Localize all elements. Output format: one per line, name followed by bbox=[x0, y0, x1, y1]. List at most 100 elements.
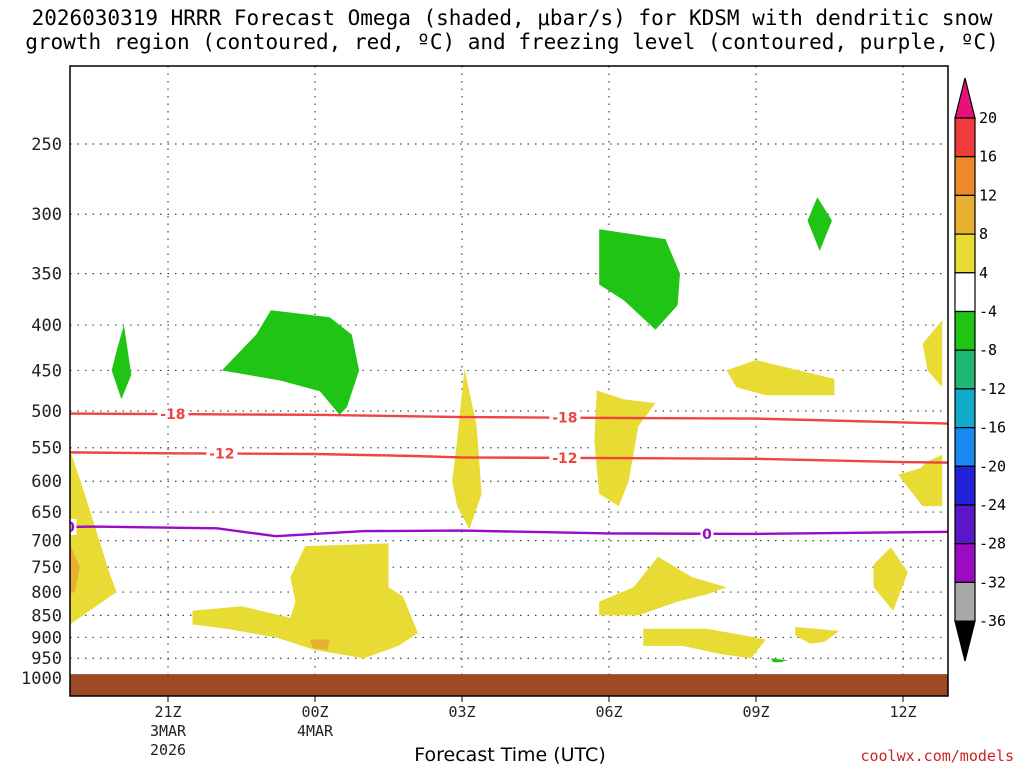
omega-region-11 bbox=[795, 627, 840, 644]
omega-region-4 bbox=[310, 639, 330, 650]
y-tick-label-400: 400 bbox=[31, 316, 62, 336]
colorbar-segment-12 bbox=[954, 543, 976, 584]
omega-region-12 bbox=[898, 454, 943, 507]
omega-region-3 bbox=[192, 543, 418, 659]
contour-label-bg-1-0 bbox=[157, 406, 189, 423]
x-tick-label-00Z: 00Z bbox=[301, 703, 328, 721]
colorbar-label-8: -16 bbox=[979, 419, 1006, 437]
contour-line-1 bbox=[70, 412, 948, 425]
ground-layer bbox=[70, 674, 948, 696]
omega-region-15 bbox=[221, 310, 360, 415]
colorbar-label-7: -12 bbox=[979, 380, 1006, 398]
y-tick-label-700: 700 bbox=[31, 532, 62, 552]
colorbar-label-6: -8 bbox=[979, 341, 997, 359]
ground-fill bbox=[70, 674, 948, 696]
y-tick-label-800: 800 bbox=[31, 583, 62, 603]
omega-region-8 bbox=[643, 628, 766, 659]
contour-label-bg-2-0 bbox=[206, 445, 238, 462]
y-tick-label-600: 600 bbox=[31, 472, 62, 492]
colorbar-segment-11 bbox=[954, 504, 976, 545]
colorbar-label-2: 12 bbox=[979, 186, 997, 204]
colorbar-top-arrow bbox=[954, 77, 976, 119]
colorbar-label-11: -28 bbox=[979, 535, 1006, 553]
y-tick-label-550: 550 bbox=[31, 439, 62, 459]
colorbar-segment-8 bbox=[954, 388, 976, 429]
contour-label-1-0: -18 bbox=[160, 407, 185, 423]
x-tick-date-21Z: 3MAR bbox=[150, 722, 187, 740]
colorbar-label-1: 16 bbox=[979, 148, 997, 166]
omega-region-1 bbox=[70, 449, 117, 625]
y-tick-label-650: 650 bbox=[31, 503, 62, 523]
omega-region-14 bbox=[111, 325, 132, 400]
colorbar: 20 16 12 8 4 -4 -8 -12 -16 -20 -24 -28 -32 -36 bbox=[954, 77, 1006, 662]
colorbar-label-10: -24 bbox=[979, 496, 1006, 514]
y-tick-label-300: 300 bbox=[31, 205, 62, 225]
colorbar-label-9: -20 bbox=[979, 457, 1006, 475]
colorbar-label-0: 20 bbox=[979, 109, 997, 127]
omega-region-10 bbox=[873, 547, 908, 611]
colorbar-bottom-arrow bbox=[954, 620, 976, 662]
colorbar-segment-5 bbox=[954, 272, 976, 313]
contour-label-bg-1-1 bbox=[549, 409, 581, 426]
x-tick-label-09Z: 09Z bbox=[742, 703, 769, 721]
colorbar-segment-4 bbox=[954, 233, 976, 274]
colorbar-segment-1 bbox=[954, 117, 976, 158]
contour-label-3-0: 0 bbox=[65, 520, 75, 536]
omega-region-16 bbox=[599, 229, 680, 330]
contour-label-bg-3-1 bbox=[700, 525, 714, 542]
y-tick-label-450: 450 bbox=[31, 361, 62, 381]
y-tick-label-250: 250 bbox=[31, 135, 62, 155]
y-tick-label-750: 750 bbox=[31, 558, 62, 578]
omega-region-9 bbox=[726, 360, 835, 396]
credit-link[interactable]: coolwx.com/models bbox=[860, 747, 1014, 765]
x-tick-year-21Z: 2026 bbox=[150, 741, 186, 759]
omega-region-18 bbox=[770, 658, 788, 663]
colorbar-segment-7 bbox=[954, 349, 976, 390]
y-tick-label-350: 350 bbox=[31, 265, 62, 285]
contour-lines: -18 -18 -12 -12 0 0 bbox=[65, 406, 948, 543]
x-tick-label-12Z: 12Z bbox=[889, 703, 916, 721]
y-tick-label-950: 950 bbox=[31, 649, 62, 669]
contour-label-1-1: -18 bbox=[552, 411, 577, 427]
colorbar-segment-6 bbox=[954, 310, 976, 351]
contour-label-bg-3-0 bbox=[70, 518, 77, 535]
x-tick-date-00Z: 4MAR bbox=[297, 722, 334, 740]
plot-frame bbox=[69, 65, 949, 697]
colorbar-label-4: 4 bbox=[979, 264, 988, 282]
colorbar-segment-2 bbox=[954, 156, 976, 196]
title-line-1: 2026030319 HRRR Forecast Omega (shaded, … bbox=[31, 6, 993, 30]
contour-label-2-1: -12 bbox=[552, 451, 577, 467]
omega-region-7 bbox=[599, 556, 727, 616]
x-tick-label-06Z: 06Z bbox=[595, 703, 622, 721]
omega-region-2 bbox=[70, 543, 80, 594]
x-tick-label-21Z: 21Z bbox=[154, 703, 181, 721]
y-tick-label-500: 500 bbox=[31, 402, 62, 422]
omega-region-5 bbox=[452, 368, 482, 530]
y-tick-label-1000: 1000 bbox=[21, 669, 62, 689]
y-axis-ticks: 2503003504004505005506006507007508008509… bbox=[21, 135, 62, 689]
contour-line-3 bbox=[70, 525, 948, 538]
colorbar-segment-13 bbox=[954, 581, 976, 622]
x-axis-label: Forecast Time (UTC) bbox=[414, 744, 606, 766]
colorbar-label-5: -4 bbox=[979, 303, 997, 321]
omega-regions bbox=[70, 197, 943, 663]
contour-label-bg-2-1 bbox=[549, 449, 581, 466]
colorbar-label-12: -32 bbox=[979, 573, 1006, 591]
colorbar-segment-3 bbox=[954, 194, 976, 235]
colorbar-segment-10 bbox=[954, 465, 976, 506]
omega-region-6 bbox=[594, 390, 656, 507]
colorbar-label-3: 8 bbox=[979, 225, 988, 243]
chart-title: 2026030319 HRRR Forecast Omega (shaded, … bbox=[0, 6, 1024, 54]
contour-label-2-0: -12 bbox=[209, 447, 234, 463]
title-line-2: growth region (contoured, red, ºC) and f… bbox=[25, 30, 999, 54]
contour-label-3-1: 0 bbox=[702, 527, 712, 543]
omega-region-17 bbox=[807, 197, 832, 251]
colorbar-segment-9 bbox=[954, 427, 976, 467]
y-tick-label-850: 850 bbox=[31, 606, 62, 626]
omega-region-13 bbox=[922, 320, 943, 388]
colorbar-label-13: -36 bbox=[979, 612, 1006, 630]
x-tick-label-03Z: 03Z bbox=[448, 703, 475, 721]
y-tick-label-900: 900 bbox=[31, 628, 62, 648]
